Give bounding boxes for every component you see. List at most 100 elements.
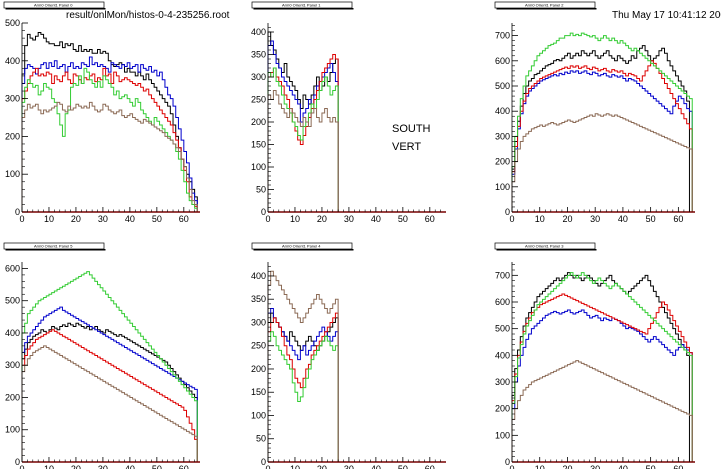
x-tick-label: 0 (19, 464, 24, 469)
y-tick-label: 0 (15, 457, 20, 467)
series-black (511, 45, 693, 213)
x-tick-label: 20 (562, 214, 572, 224)
file-path-label: result/onlMon/histos-0-4-235256.root (66, 10, 230, 21)
panel-2: Arm0 Orient1 Panel 20 10 20 30 40 50 600100200… (494, 1, 695, 224)
series-brown (21, 345, 198, 462)
x-tick-label: 20 (317, 214, 327, 224)
y-tick-label: 100 (495, 182, 510, 192)
x-tick-label: 0 (509, 464, 514, 469)
series-green (511, 272, 693, 462)
x-tick-label: 10 (535, 214, 545, 224)
y-tick-label: 300 (251, 317, 266, 327)
panel-0: Arm0 Orient1 Panel 0 0 10 20 30 40 50 60 0 100 200… (3, 1, 200, 224)
y-tick-label: 50 (256, 185, 266, 195)
x-tick-label: 40 (618, 214, 628, 224)
y-tick-label: 150 (251, 140, 266, 150)
y-tick-label: 600 (495, 297, 510, 307)
x-tick-label: 0 (509, 214, 514, 224)
y-tick-label: 0 (261, 457, 266, 467)
x-tick-label: 10 (290, 464, 300, 469)
x-tick-label: 30 (344, 464, 354, 469)
y-tick-label: 300 (5, 360, 20, 370)
y-tick-label: 0 (261, 207, 266, 217)
x-tick-label: 50 (398, 214, 408, 224)
series-blue (21, 56, 198, 212)
annotation-south: SOUTH (392, 123, 431, 135)
series-red (21, 67, 198, 212)
y-tick-label: 400 (251, 271, 266, 281)
panel-title: Arm0 Orient1 Panel 5 (34, 244, 73, 249)
x-tick-label: 30 (98, 214, 108, 224)
panel-title: Arm0 Orient1 Panel 0 (34, 3, 73, 8)
x-tick-label: 60 (179, 214, 189, 224)
series-brown (267, 270, 339, 462)
y-tick-label: 100 (251, 410, 266, 420)
series-black (21, 31, 198, 212)
y-tick-label: 200 (251, 364, 266, 374)
x-tick-label: 60 (673, 214, 683, 224)
series-green (511, 32, 693, 212)
y-tick-label: 0 (505, 207, 510, 217)
series-brown (511, 360, 693, 462)
x-tick-label: 40 (125, 464, 135, 469)
x-tick-label: 30 (590, 214, 600, 224)
y-tick-label: 0 (15, 207, 20, 217)
panel-title-shadow (496, 8, 597, 10)
series-black (511, 272, 693, 463)
x-tick-label: 50 (398, 464, 408, 469)
y-tick-label: 250 (251, 341, 266, 351)
y-tick-label: 400 (251, 27, 266, 37)
panel-4: Arm0 Orient1 Panel 4 0 10 20 30 40 50 60 0 50 100 1… (251, 242, 446, 469)
x-tick-label: 30 (344, 214, 354, 224)
y-tick-label: 300 (495, 131, 510, 141)
x-tick-label: 50 (646, 464, 656, 469)
y-tick-label: 350 (251, 50, 266, 60)
y-tick-label: 700 (495, 31, 510, 41)
panel-grid: Arm0 Orient1 Panel 00 10 20 30 40 50 600100200… (3, 1, 695, 469)
panel-5: Arm0 Orient1 Panel 30 10 20 30 40 50 600100200… (494, 242, 695, 469)
x-tick-label: 20 (71, 464, 81, 469)
y-tick-label: 300 (5, 94, 20, 104)
x-tick-label: 20 (71, 214, 81, 224)
x-tick-label: 50 (152, 214, 162, 224)
x-tick-label: 0 (265, 214, 270, 224)
y-tick-label: 0 (505, 457, 510, 467)
datetime-label: Thu May 17 10:41:12 2007 (612, 10, 721, 21)
x-tick-label: 40 (371, 214, 381, 224)
series-brown (267, 90, 339, 212)
y-tick-label: 500 (495, 324, 510, 334)
panel-title: Arm0 Orient1 Panel 1 (282, 3, 321, 8)
x-tick-label: 20 (562, 464, 572, 469)
panel-title-shadow (253, 8, 354, 10)
x-tick-label: 0 (19, 214, 24, 224)
panel-title-shadow (5, 249, 106, 251)
y-tick-label: 300 (251, 72, 266, 82)
y-tick-label: 300 (495, 377, 510, 387)
series-red (267, 312, 339, 462)
y-tick-label: 400 (495, 106, 510, 116)
series-red (21, 329, 198, 462)
x-tick-label: 30 (98, 464, 108, 469)
x-tick-label: 20 (317, 464, 327, 469)
x-tick-label: 40 (618, 464, 628, 469)
y-tick-label: 400 (5, 56, 20, 66)
x-tick-label: 10 (290, 214, 300, 224)
y-tick-label: 50 (256, 434, 266, 444)
panel-title: Arm0 Orient1 Panel 3 (525, 244, 564, 249)
x-tick-label: 10 (44, 214, 54, 224)
panel-3: Arm0 Orient1 Panel 50 10 20 30 40 50 600100200… (3, 242, 200, 469)
y-tick-label: 200 (495, 404, 510, 414)
panel-title: Arm0 Orient1 Panel 4 (282, 244, 321, 249)
panel-title-shadow (253, 249, 354, 251)
y-tick-label: 600 (5, 263, 20, 273)
series-green (267, 67, 339, 212)
x-tick-label: 60 (425, 214, 435, 224)
y-tick-label: 400 (5, 328, 20, 338)
series-blue (21, 306, 198, 462)
y-tick-label: 500 (5, 18, 20, 28)
x-tick-label: 50 (152, 464, 162, 469)
y-tick-label: 100 (495, 430, 510, 440)
y-tick-label: 100 (5, 425, 20, 435)
y-tick-label: 200 (5, 131, 20, 141)
x-tick-label: 60 (425, 464, 435, 469)
